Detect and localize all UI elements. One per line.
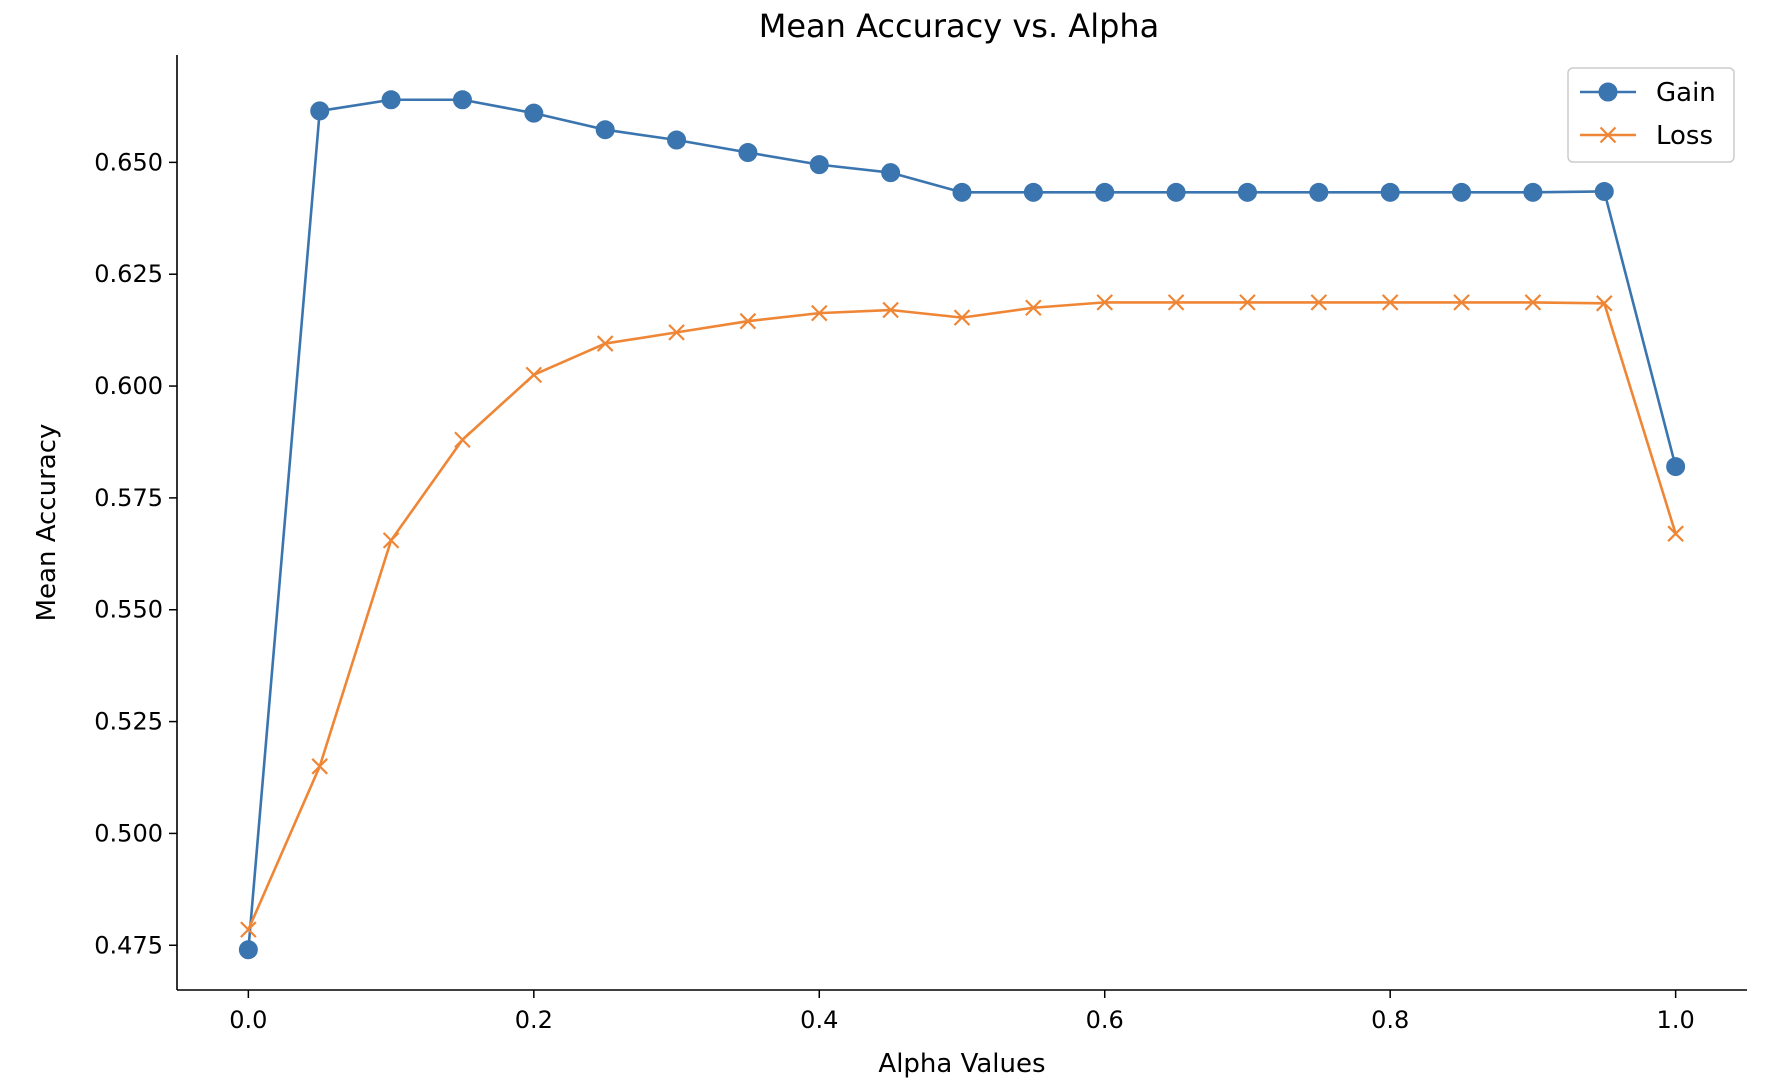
data-point-loss [382, 532, 400, 549]
data-point-gain [1452, 182, 1472, 202]
data-point-gain [238, 940, 258, 960]
y-tick-label: 0.575 [94, 484, 163, 512]
marker-stroke [1025, 299, 1042, 317]
marker-stroke [810, 304, 828, 322]
marker-stroke [525, 366, 543, 384]
marker-stroke [1524, 294, 1542, 311]
data-point-gain [667, 130, 687, 150]
data-point-gain [881, 163, 901, 183]
data-point-gain [381, 90, 401, 110]
marker-stroke [1599, 126, 1617, 144]
marker-stroke [1595, 295, 1613, 312]
data-point-loss [525, 366, 543, 384]
data-point-loss [739, 312, 757, 330]
x-ticks: 0.0 0.2 0.4 0.6 0.8 1.0 [229, 990, 1695, 1034]
data-point-loss [240, 921, 257, 938]
marker-stroke [311, 758, 329, 775]
data-point-gain [452, 90, 472, 110]
data-point-loss [1524, 294, 1542, 311]
marker-stroke [382, 532, 400, 549]
legend-items: Gain Loss [1580, 78, 1716, 151]
data-point-loss [668, 324, 685, 341]
legend-label: Gain [1656, 78, 1716, 108]
y-axis-label: Mean Accuracy [32, 424, 62, 622]
x-tick-label: 0.2 [515, 1006, 553, 1034]
marker-stroke [1667, 525, 1684, 542]
data-point-gain [1594, 181, 1614, 201]
marker-stroke [1310, 294, 1328, 311]
x-tick-label: 0.0 [229, 1006, 267, 1034]
data-point-gain [1237, 182, 1257, 202]
marker-stroke [454, 431, 471, 449]
y-tick-label: 0.650 [94, 148, 163, 176]
marker-stroke [240, 921, 257, 938]
series-line-loss [247, 301, 1677, 931]
legend-marker [1599, 126, 1617, 144]
marker-stroke [1453, 294, 1470, 311]
data-point-loss [1239, 294, 1256, 311]
data-point-gain [1166, 182, 1186, 202]
y-tick-label: 0.550 [94, 596, 163, 624]
legend-item-gain: Gain [1580, 78, 1716, 108]
data-point-gain [310, 101, 330, 121]
x-tick-label: 1.0 [1657, 1006, 1695, 1034]
y-ticks: 0.475 0.500 0.525 0.550 0.575 0.600 0.625 0.650 [94, 148, 177, 959]
marker-stroke [668, 324, 685, 341]
marker-stroke [1239, 294, 1256, 311]
data-point-loss [1310, 294, 1328, 311]
data-point-loss [1381, 294, 1399, 311]
y-tick-label: 0.625 [94, 260, 163, 288]
data-point-loss [810, 304, 828, 322]
data-point-gain [1666, 457, 1686, 477]
x-tick-label: 0.6 [1086, 1006, 1124, 1034]
marker-stroke [1167, 294, 1185, 311]
y-tick-label: 0.475 [94, 931, 163, 959]
data-point-gain [1095, 182, 1115, 202]
data-point-loss [596, 335, 614, 352]
data-point-loss [1595, 295, 1613, 312]
y-tick-label: 0.500 [94, 819, 163, 847]
y-tick-label: 0.525 [94, 708, 163, 736]
data-point-loss [311, 758, 329, 775]
marker-stroke [739, 312, 757, 330]
legend-marker [1598, 82, 1618, 102]
legend-item-loss: Loss [1580, 121, 1713, 151]
y-tick-label: 0.600 [94, 372, 163, 400]
data-point-loss [1167, 294, 1185, 311]
data-point-loss [1667, 525, 1684, 542]
data-point-gain [1309, 182, 1329, 202]
data-point-loss [882, 301, 899, 319]
marker-stroke [882, 301, 899, 319]
data-point-gain [809, 155, 829, 175]
data-point-gain [952, 182, 972, 202]
data-point-gain [738, 143, 758, 163]
marker-stroke [596, 335, 614, 352]
data-point-loss [953, 309, 971, 326]
x-tick-label: 0.4 [800, 1006, 838, 1034]
data-point-gain [1023, 182, 1043, 202]
legend: Gain Loss [1567, 67, 1735, 163]
data-point-loss [1453, 294, 1470, 311]
legend-label: Loss [1656, 121, 1713, 151]
data-point-gain [1523, 182, 1543, 202]
x-tick-label: 0.8 [1371, 1006, 1409, 1034]
data-point-loss [454, 431, 471, 449]
series-layer [238, 90, 1686, 960]
data-point-gain [595, 120, 615, 140]
x-axis-label: Alpha Values [878, 1049, 1045, 1079]
series-gain [238, 90, 1686, 960]
data-point-gain [524, 103, 544, 123]
series-line-gain [247, 98, 1677, 950]
series-loss [240, 294, 1684, 938]
marker-stroke [1096, 294, 1114, 311]
chart-title: Mean Accuracy vs. Alpha [759, 7, 1160, 45]
data-point-gain [1380, 182, 1400, 202]
data-point-loss [1096, 294, 1114, 311]
marker-stroke [953, 309, 971, 326]
marker-stroke [1381, 294, 1399, 311]
data-point-loss [1025, 299, 1042, 317]
